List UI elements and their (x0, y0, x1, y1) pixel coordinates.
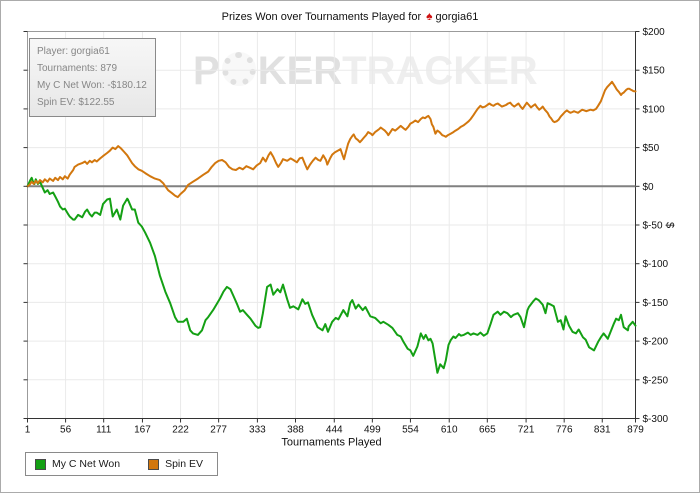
y-tick-label: $-250 (643, 375, 669, 386)
legend-item-net-won: My C Net Won (35, 458, 120, 470)
chart-title-text: Prizes Won over Tournaments Played for (221, 11, 422, 23)
legend-item-spin-ev: Spin EV (148, 458, 203, 470)
watermark-text-poker-p: P (193, 49, 220, 93)
y-tick-label: $150 (643, 66, 666, 77)
x-tick-label: 776 (556, 425, 573, 436)
x-tick-label: 167 (134, 425, 151, 436)
x-tick-label: 831 (594, 425, 611, 436)
y-tick-label: $50 (643, 143, 660, 154)
x-tick-label: 499 (364, 425, 381, 436)
x-tick-label: 56 (60, 425, 72, 436)
info-player-line: Player: gorgia61 (37, 46, 110, 57)
x-tick-label: 222 (172, 425, 189, 436)
x-axis-title: Tournaments Played (281, 437, 381, 449)
x-tick-label: 333 (249, 425, 266, 436)
x-tick-label: 721 (518, 425, 535, 436)
chart-title: Prizes Won over Tournaments Played for ♠ g… (1, 9, 699, 23)
y-tick-label: $-50 (643, 221, 663, 232)
info-net-won-line: My C Net Won: -$180.12 (37, 80, 147, 91)
chart-legend: My C Net Won Spin EV (25, 452, 219, 476)
x-tick-label: 444 (326, 425, 343, 436)
legend-swatch-spin-ev (148, 458, 160, 470)
legend-label-net-won: My C Net Won (52, 458, 121, 470)
legend-swatch-net-won (35, 458, 46, 470)
y-axis-title: $ (664, 222, 676, 228)
stats-info-box: Player: gorgia61 Tournaments: 879 My C N… (29, 38, 156, 117)
info-tournaments-line: Tournaments: 879 (37, 63, 118, 74)
pokertracker-watermark: P KERTRACKER (193, 49, 538, 94)
y-tick-label: $0 (643, 182, 655, 193)
x-tick-label: 610 (441, 425, 458, 436)
watermark-text-poker-ker: KER (257, 49, 343, 93)
x-tick-label: 554 (402, 425, 419, 436)
x-tick-label: 665 (479, 425, 496, 436)
poker-chip-icon (221, 52, 256, 86)
x-tick-label: 1 (25, 425, 31, 436)
y-tick-label: $100 (643, 104, 666, 115)
x-tick-label: 111 (96, 425, 112, 436)
series-line-net-won (26, 176, 637, 374)
y-tick-label: $-150 (643, 298, 669, 309)
y-tick-label: $-200 (643, 337, 669, 348)
series-line-spin-ev (26, 80, 637, 199)
y-tick-label: $200 (643, 27, 666, 38)
info-spin-ev-line: Spin EV: $122.55 (37, 97, 115, 108)
chart-title-player: gorgia61 (435, 11, 479, 23)
legend-label-spin-ev: Spin EV (165, 458, 204, 470)
x-tick-label: 277 (210, 425, 227, 436)
y-tick-label: $-100 (643, 259, 669, 270)
x-tick-label: 388 (287, 425, 304, 436)
y-tick-label: $-300 (643, 414, 669, 425)
x-tick-label: 879 (627, 425, 644, 436)
watermark-text-tracker: TRACKER (342, 49, 538, 93)
red-spade-icon: ♠ (426, 9, 433, 23)
